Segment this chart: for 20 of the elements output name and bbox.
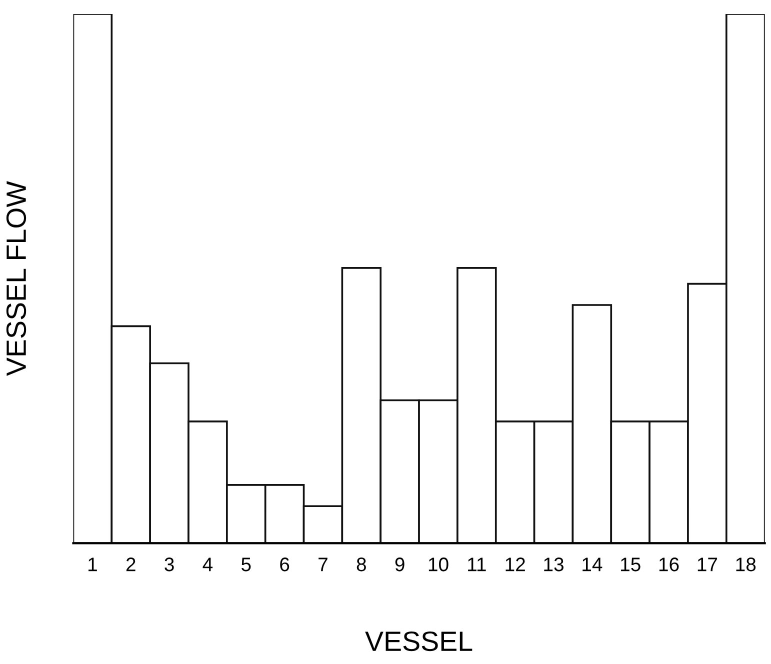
x-tick-label: 2 (126, 558, 136, 572)
x-tick-label: 6 (280, 558, 290, 572)
x-tick-label: 18 (736, 558, 756, 572)
x-tick-label: 1 (88, 558, 97, 572)
x-tick-label: 15 (621, 558, 640, 572)
x-tick-label: 13 (544, 558, 564, 572)
x-axis-title: VESSEL (365, 631, 472, 652)
x-tick-label: 7 (318, 558, 328, 572)
x-tick-label: 3 (164, 558, 174, 572)
y-axis-title: VESSEL FLOW (6, 181, 26, 376)
x-tick-label: 12 (506, 558, 525, 572)
x-tick-label: 4 (202, 558, 213, 572)
x-tick-label: 17 (698, 558, 718, 572)
x-tick-label: 9 (395, 558, 404, 572)
x-tick-label: 14 (582, 558, 602, 572)
x-tick-label: 16 (659, 558, 679, 572)
x-tick-label: 11 (468, 558, 486, 572)
x-tick-label: 8 (356, 558, 366, 572)
x-tick-label: 5 (242, 558, 251, 572)
x-tick-label: 10 (428, 558, 448, 572)
